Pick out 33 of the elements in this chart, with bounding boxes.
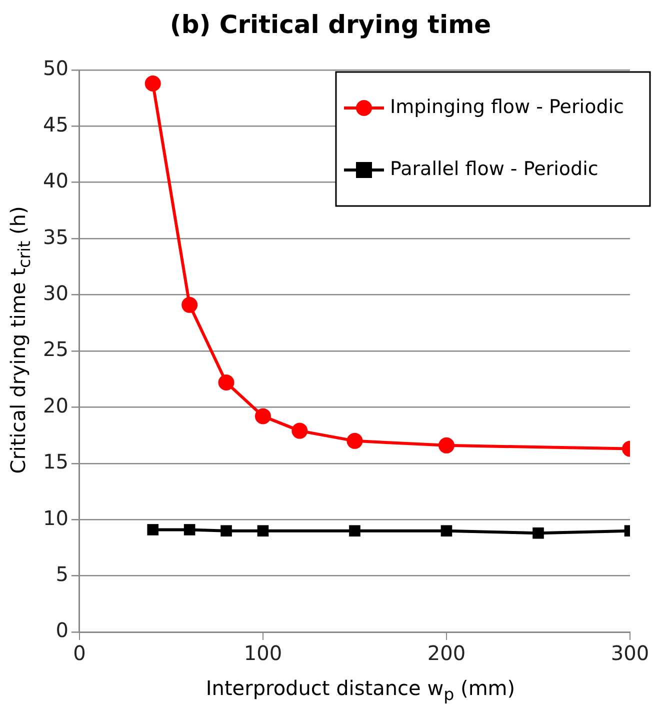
point bbox=[218, 374, 234, 390]
point bbox=[182, 296, 198, 313]
point bbox=[184, 524, 196, 536]
point bbox=[346, 432, 363, 449]
y-tick-label: 20 bbox=[42, 393, 68, 418]
chart-title: (b) Critical drying time bbox=[168, 10, 492, 39]
y-tick-label: 0 bbox=[56, 618, 68, 642]
legend-label: Parallel flow - Periodic bbox=[390, 158, 598, 180]
point bbox=[220, 525, 232, 536]
point bbox=[349, 525, 360, 536]
y-tick-label: 40 bbox=[42, 168, 68, 193]
point bbox=[254, 408, 271, 424]
point bbox=[144, 75, 161, 92]
y-tick-label: 30 bbox=[42, 281, 68, 306]
x-axis-title: Interproduct distance w$_{p}$ (mm) bbox=[204, 676, 516, 704]
x-tick-label: 200 bbox=[427, 641, 466, 666]
y-tick-label: 15 bbox=[42, 450, 68, 474]
y-tick-label: 50 bbox=[42, 56, 68, 80]
x-tick-label: 300 bbox=[610, 641, 650, 666]
y-tick-label: 10 bbox=[42, 506, 68, 530]
y-tick-label: 5 bbox=[56, 562, 68, 586]
point bbox=[292, 422, 308, 439]
point bbox=[147, 524, 159, 536]
point bbox=[532, 527, 544, 539]
legend-label: Impinging flow - Periodic bbox=[390, 96, 624, 118]
x-tick-label: 0 bbox=[73, 641, 86, 666]
x-tick-label: 100 bbox=[244, 641, 282, 666]
point bbox=[440, 525, 452, 536]
point bbox=[257, 525, 269, 536]
y-tick-label: 35 bbox=[42, 224, 68, 249]
point bbox=[438, 437, 454, 454]
y-tick-label: 45 bbox=[42, 112, 68, 136]
y-tick-label: 25 bbox=[42, 337, 68, 362]
